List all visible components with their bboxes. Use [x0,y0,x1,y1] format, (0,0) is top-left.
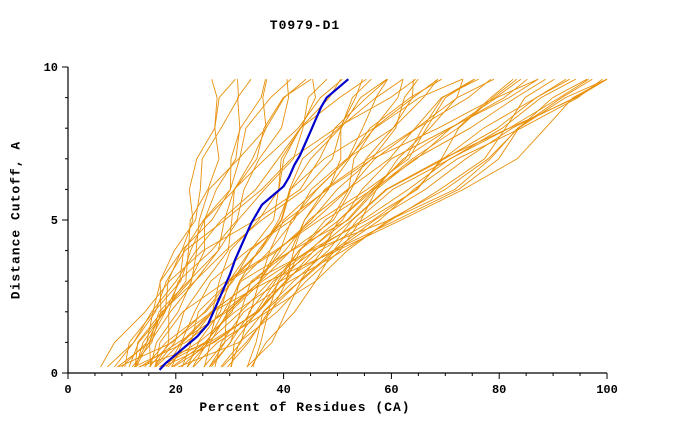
y-axis-label: Distance Cutoff, A [8,140,24,300]
x-tick-label: 20 [169,383,183,397]
prediction-curve [186,79,363,368]
prediction-curve [117,78,343,368]
prediction-curve [131,79,239,368]
prediction-curve [246,78,603,368]
prediction-curve [231,78,539,367]
prediction-curve [171,78,608,368]
prediction-curve [186,78,588,368]
prediction-curve [181,79,464,368]
prediction-curve [252,78,576,368]
prediction-curve [173,78,567,368]
prediction-curve [149,78,367,368]
prediction-curve [203,78,372,368]
prediction-curve [221,78,608,368]
prediction-curve [144,78,442,368]
prediction-curve [154,78,475,367]
prediction-curve [193,78,608,368]
x-tick-label: 80 [492,383,506,397]
chart-title: T0979-D1 [269,18,341,33]
prediction-curve [100,78,388,368]
prediction-curve [250,78,608,368]
prediction-curve [134,78,388,367]
prediction-curve [118,78,439,368]
y-tick-label: 0 [51,367,58,381]
prediction-curve [178,78,546,368]
highlight-curve [158,78,350,371]
prediction-curve [106,78,307,368]
prediction-curve [114,78,416,368]
prediction-curve [208,78,439,368]
prediction-curve [154,79,268,368]
prediction-curve [149,78,328,367]
prediction-curve [167,78,341,368]
y-tick-label: 10 [44,61,58,75]
prediction-curve [227,78,528,368]
prediction-curve [154,79,290,368]
prediction-curve [214,78,555,368]
x-tick-label: 100 [596,383,618,397]
prediction-curve [139,78,463,368]
prediction-curve [220,78,589,368]
prediction-curve [155,78,522,368]
prediction-curve [162,79,404,368]
x-tick-label: 60 [384,383,398,397]
x-tick-label: 40 [276,383,290,397]
x-axis-label: Percent of Residues (CA) [199,400,411,415]
prediction-curve [211,78,492,368]
prediction-curve [128,78,292,368]
prediction-curve [135,79,266,368]
x-tick-label: 0 [64,383,71,397]
y-tick-label: 5 [51,214,58,228]
prediction-curve [166,78,479,368]
prediction-curve [181,78,419,368]
prediction-curve [209,79,414,368]
prediction-curve [121,79,218,368]
